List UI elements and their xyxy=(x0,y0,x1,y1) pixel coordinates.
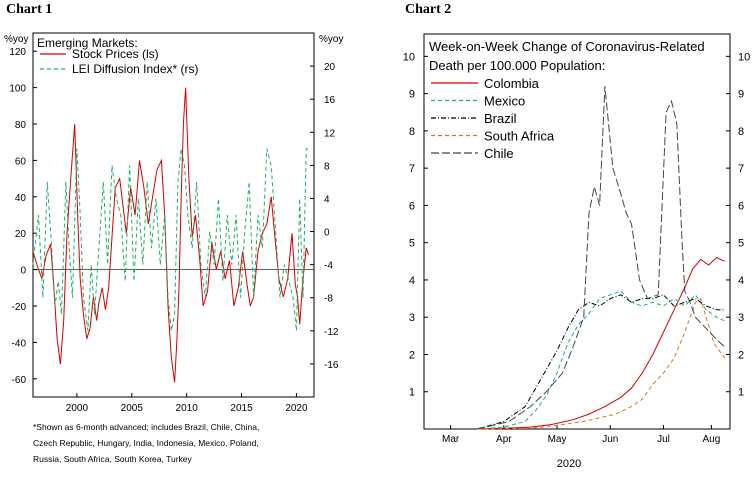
chart1-x-tick-label: 2005 xyxy=(121,403,144,414)
chart1-x-tick-label: 2015 xyxy=(230,403,253,414)
chart1-left-tick-label: 0 xyxy=(20,266,26,277)
chart1-right-tick-label: -4 xyxy=(324,261,333,272)
chart2-series-line-0 xyxy=(477,257,725,430)
chart2-left-tick-label: 7 xyxy=(409,163,415,175)
chart1-left-tick-label: -20 xyxy=(12,302,27,313)
chart2-right-tick-label: 2 xyxy=(738,349,744,361)
chart1-x-tick-label: 2000 xyxy=(66,403,89,414)
chart2-legend-label-3: South Africa xyxy=(484,129,555,144)
chart1-left-tick-label: 40 xyxy=(15,193,27,204)
chart1-x-tick-label: 2010 xyxy=(176,403,199,414)
chart1-heading: Chart 1 xyxy=(6,2,53,17)
chart1-series-line-0 xyxy=(32,87,309,383)
chart2-left-tick-label: 3 xyxy=(409,312,415,324)
chart2-title-line2: Death per 100.000 Population: xyxy=(429,58,605,73)
chart1-footnote-line: *Shown as 6-month advanced; includes Bra… xyxy=(33,422,259,432)
chart1-footnote-line: Czech Republic, Hungary, India, Indonesi… xyxy=(33,438,259,448)
chart1-right-tick-label: 8 xyxy=(324,161,330,172)
chart2-x-tick-label: May xyxy=(548,434,567,445)
chart1-left-tick-label: 20 xyxy=(15,229,27,240)
chart1-right-tick-label: 20 xyxy=(324,62,336,73)
chart1-x-tick-label: 2020 xyxy=(285,403,308,414)
chart1-title: Emerging Markets: xyxy=(37,36,138,50)
chart2-x-axis-title: 2020 xyxy=(557,458,581,470)
chart2-left-tick-label: 5 xyxy=(409,238,415,250)
chart2-series-line-1 xyxy=(477,290,725,430)
chart1-left-tick-label: 120 xyxy=(9,47,26,58)
chart2-x-tick-label: Apr xyxy=(496,434,512,445)
chart2-series-line-4 xyxy=(477,86,726,430)
chart2-right-tick-label: 5 xyxy=(738,238,744,250)
chart2-right-tick-label: 7 xyxy=(738,163,744,175)
chart1-right-tick-label: 0 xyxy=(324,228,330,239)
chart2-left-tick-label: 1 xyxy=(409,387,415,399)
chart2-right-tick-label: 9 xyxy=(738,89,744,101)
chart2-series-line-2 xyxy=(477,294,725,430)
chart2-heading: Chart 2 xyxy=(405,2,452,17)
chart1-right-tick-label: -16 xyxy=(324,360,339,371)
chart2-right-tick-label: 1 xyxy=(738,387,744,399)
chart2-left-tick-label: 10 xyxy=(403,51,415,63)
chart2-right-tick-label: 6 xyxy=(738,200,744,212)
chart1-series-line-1 xyxy=(32,148,310,331)
chart1-legend-label-1: LEI Diffusion Index* (rs) xyxy=(72,62,199,76)
chart1-left-tick-label: -60 xyxy=(12,375,27,386)
chart2-plot-frame xyxy=(423,33,731,430)
chart2-legend-label-0: Colombia xyxy=(484,76,540,91)
chart1-right-tick-label: -12 xyxy=(324,327,339,338)
chart1-right-tick-label: -8 xyxy=(324,294,333,305)
chart1-right-tick-label: 12 xyxy=(324,128,336,139)
chart2-legend-label-2: Brazil xyxy=(484,111,517,126)
chart2-x-tick-label: Jul xyxy=(657,434,670,445)
chart2-left-tick-label: 2 xyxy=(409,349,415,361)
chart2-x-tick-label: Jun xyxy=(602,434,618,445)
chart1-footnote-line: Russia, South Africa, South Korea, Turke… xyxy=(33,454,192,464)
chart2-left-tick-label: 8 xyxy=(409,126,415,138)
chart2-right-tick-label: 4 xyxy=(738,275,744,287)
chart1-left-unit: %yoy xyxy=(4,34,28,45)
chart1-left-tick-label: 60 xyxy=(15,156,27,167)
chart1-right-tick-label: 16 xyxy=(324,95,336,106)
chart1-plot-frame xyxy=(32,32,315,398)
chart2-legend-label-1: Mexico xyxy=(484,94,525,109)
chart2-legend-label-4: Chile xyxy=(484,146,514,161)
chart2-right-tick-label: 10 xyxy=(738,51,750,63)
chart2-x-tick-label: Aug xyxy=(702,434,720,445)
chart1-legend-label-0: Stock Prices (ls) xyxy=(72,47,159,61)
chart1-right-tick-label: 4 xyxy=(324,194,330,205)
chart2-series-line-3 xyxy=(477,297,726,430)
chart1-left-tick-label: 80 xyxy=(15,120,27,131)
chart2-right-tick-label: 3 xyxy=(738,312,744,324)
chart1-left-tick-label: 100 xyxy=(9,84,26,95)
chart2-left-tick-label: 4 xyxy=(409,275,415,287)
chart2-title-line1: Week-on-Week Change of Coronavirus-Relat… xyxy=(429,39,705,54)
chart1-right-unit: %yoy xyxy=(319,34,343,45)
chart2-left-tick-label: 9 xyxy=(409,89,415,101)
chart2-left-tick-label: 6 xyxy=(409,200,415,212)
chart2-x-tick-label: Mar xyxy=(442,434,460,445)
chart1-left-tick-label: -40 xyxy=(12,338,27,349)
chart2-right-tick-label: 8 xyxy=(738,126,744,138)
